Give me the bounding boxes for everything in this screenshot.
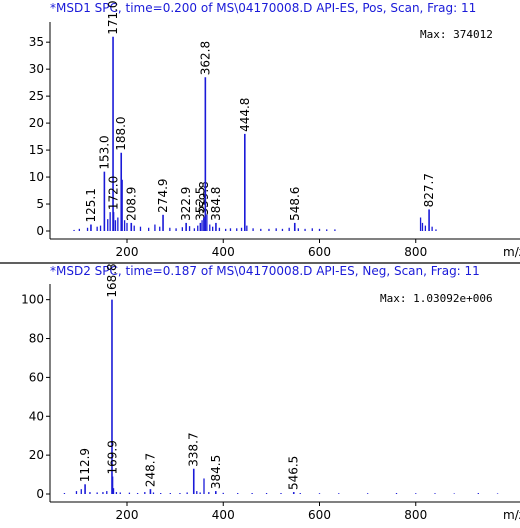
- peak-mz-label: 338.7: [187, 432, 201, 466]
- peak-mz-label: 384.8: [209, 187, 223, 221]
- peak-mz-label: 546.5: [287, 456, 301, 490]
- y-tick-label: 0: [36, 487, 44, 501]
- peak-mz-label: 112.9: [78, 448, 92, 482]
- y-tick-label: 60: [29, 370, 44, 384]
- peak-mz-label: 168.8: [105, 263, 119, 297]
- peak-mz-label: 274.9: [156, 178, 170, 212]
- peak-mz-label: 359.8: [197, 181, 211, 215]
- peak-mz-label: 322.9: [179, 187, 193, 221]
- peak-mz-label: 548.6: [288, 187, 302, 221]
- y-tick-label: 10: [29, 170, 44, 184]
- x-axis-label: m/z: [503, 245, 520, 259]
- y-tick-label: 40: [29, 409, 44, 423]
- peak-mz-label: 248.7: [143, 453, 157, 487]
- peak-mz-label: 153.0: [97, 135, 111, 169]
- peak-mz-label: 172.0: [107, 176, 121, 210]
- x-axis-label: m/z: [503, 508, 520, 522]
- y-tick-label: 20: [29, 116, 44, 130]
- max-intensity-label: Max: 1.03092e+006: [380, 292, 493, 305]
- peak-mz-label: 827.7: [422, 173, 436, 207]
- y-tick-label: 25: [29, 89, 44, 103]
- y-tick-label: 80: [29, 332, 44, 346]
- y-tick-label: 20: [29, 448, 44, 462]
- y-tick-label: 0: [36, 224, 44, 238]
- peak-mz-label: 208.9: [124, 187, 138, 221]
- x-tick-label: 800: [404, 245, 427, 259]
- x-tick-label: 200: [116, 508, 139, 522]
- y-tick-label: 15: [29, 143, 44, 157]
- peak-mz-label: 362.8: [198, 41, 212, 75]
- x-tick-label: 200: [116, 245, 139, 259]
- peak-mz-label: 384.5: [209, 455, 223, 489]
- x-tick-label: 600: [308, 508, 331, 522]
- peak-mz-label: 171.0: [106, 0, 120, 34]
- x-tick-label: 400: [212, 508, 235, 522]
- panel-title: *MSD1 SPC, time=0.200 of MS\04170008.D A…: [50, 1, 476, 15]
- msd1-spectrum-panel: *MSD1 SPC, time=0.200 of MS\04170008.D A…: [29, 0, 520, 259]
- x-tick-label: 400: [212, 245, 235, 259]
- msd2-spectrum-panel: *MSD2 SPC, time=0.187 of MS\04170008.D A…: [21, 263, 520, 522]
- peak-mz-label: 169.9: [106, 440, 120, 474]
- y-tick-label: 35: [29, 35, 44, 49]
- y-tick-label: 30: [29, 62, 44, 76]
- peak-mz-label: 352.5: [193, 187, 207, 221]
- max-intensity-label: Max: 374012: [420, 28, 493, 41]
- peak-mz-label: 188.0: [114, 116, 128, 150]
- x-tick-label: 800: [404, 508, 427, 522]
- peak-mz-label: 125.1: [84, 188, 98, 222]
- peak-mz-label: 444.8: [238, 98, 252, 132]
- y-tick-label: 100: [21, 293, 44, 307]
- panel-title: *MSD2 SPC, time=0.187 of MS\04170008.D A…: [50, 264, 480, 278]
- y-tick-label: 5: [36, 197, 44, 211]
- x-tick-label: 600: [308, 245, 331, 259]
